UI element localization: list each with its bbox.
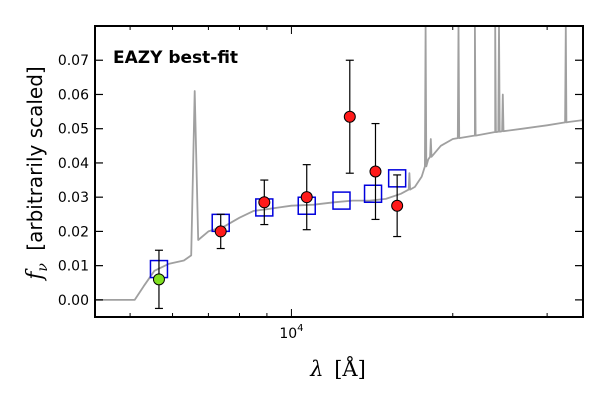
plot-area [95,26,583,310]
x-tick-label-0: 104 [279,323,303,342]
observed-photometry-point-3 [300,164,313,231]
observed-photometry-point-0 [152,249,165,310]
axis-ticks: 0.00 0.01 0.02 0.03 0.04 0.05 0.06 0.07 104 [58,26,583,342]
observed-photometry-point-1 [214,213,227,250]
annotation-label: EAZY best-fit [113,48,238,68]
observed-photometry-point-5 [369,122,382,221]
y-tick-label-5: 0.05 [58,122,89,138]
y-tick-label-4: 0.04 [58,156,89,172]
y-tick-label-2: 0.02 [58,224,89,240]
observed-photometry-point-4 [343,59,356,174]
y-axis-text: [arbitrarily scaled] [23,66,47,250]
model-photometry-point-5 [363,184,383,204]
y-tick-label-7: 0.07 [58,53,89,69]
y-tick-label-3: 0.03 [58,190,89,206]
axes-frame [94,25,584,318]
y-axis-label: fν [arbitrarily scaled] [23,66,52,281]
x-axis-unit: [Å] [334,356,366,381]
y-tick-label-0: 0.00 [58,293,89,309]
x-axis-symbol: λ [309,357,323,381]
x-axis-label: λ [Å] [309,356,366,381]
model-photometry-point-4 [332,191,351,210]
observed-photometry-point-2 [258,179,271,226]
observed-photometry-point-6 [391,174,404,238]
y-tick-label-1: 0.01 [58,259,89,275]
y-axis-subscript: ν [35,263,51,272]
y-tick-label-6: 0.06 [58,87,89,103]
